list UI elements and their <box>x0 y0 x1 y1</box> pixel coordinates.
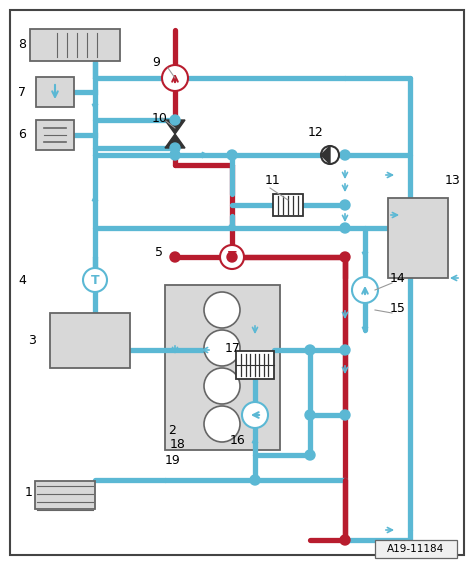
Text: A19-11184: A19-11184 <box>387 544 445 554</box>
Circle shape <box>305 450 315 460</box>
Text: 12: 12 <box>308 127 324 140</box>
Text: 6: 6 <box>18 128 26 141</box>
Circle shape <box>204 368 240 404</box>
Circle shape <box>242 402 268 428</box>
Circle shape <box>170 150 180 160</box>
Circle shape <box>352 277 378 303</box>
Bar <box>236 351 274 379</box>
Circle shape <box>162 65 188 91</box>
Text: 19: 19 <box>165 454 181 467</box>
Text: 17: 17 <box>225 342 241 355</box>
Text: 14: 14 <box>390 271 406 284</box>
Circle shape <box>340 150 350 160</box>
Circle shape <box>170 115 180 125</box>
Circle shape <box>227 252 237 262</box>
Bar <box>50 312 130 368</box>
Text: 16: 16 <box>230 434 246 446</box>
Text: 15: 15 <box>390 302 406 315</box>
Circle shape <box>340 252 350 262</box>
Bar <box>35 481 95 509</box>
Text: 9: 9 <box>152 56 160 69</box>
Circle shape <box>250 475 260 485</box>
Text: 11: 11 <box>265 173 281 186</box>
Polygon shape <box>165 134 185 148</box>
Circle shape <box>170 143 180 153</box>
Circle shape <box>83 268 107 292</box>
Circle shape <box>340 535 350 545</box>
Polygon shape <box>321 146 330 164</box>
Bar <box>30 29 120 61</box>
Text: T: T <box>91 274 100 287</box>
Text: 18: 18 <box>170 439 186 452</box>
Circle shape <box>204 292 240 328</box>
Text: T: T <box>228 251 237 263</box>
Bar <box>375 540 457 558</box>
Circle shape <box>204 406 240 442</box>
Circle shape <box>340 410 350 420</box>
Circle shape <box>305 410 315 420</box>
Bar <box>36 120 74 150</box>
Circle shape <box>204 330 240 366</box>
Circle shape <box>170 252 180 262</box>
Text: 7: 7 <box>18 86 26 99</box>
Text: 10: 10 <box>152 111 168 124</box>
Text: 3: 3 <box>28 333 36 346</box>
Circle shape <box>340 223 350 233</box>
Bar <box>165 285 280 450</box>
Circle shape <box>321 146 339 164</box>
Circle shape <box>340 345 350 355</box>
Text: 13: 13 <box>445 173 461 186</box>
Bar <box>36 77 74 107</box>
Text: 2: 2 <box>168 423 176 436</box>
Bar <box>273 194 303 216</box>
Polygon shape <box>165 120 185 134</box>
Text: 4: 4 <box>18 274 26 287</box>
Circle shape <box>305 345 315 355</box>
Circle shape <box>227 150 237 160</box>
Bar <box>388 198 448 278</box>
Text: 8: 8 <box>18 38 26 51</box>
Circle shape <box>340 200 350 210</box>
Text: 1: 1 <box>25 485 33 498</box>
Circle shape <box>220 245 244 269</box>
Text: 5: 5 <box>155 245 163 258</box>
